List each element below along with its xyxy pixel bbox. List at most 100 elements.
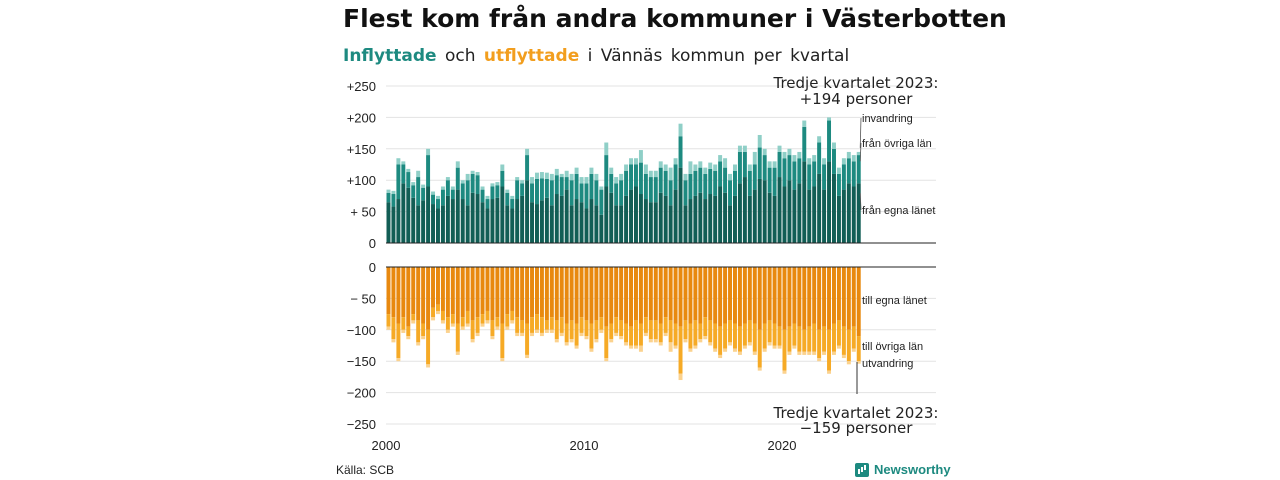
bar-out-egna xyxy=(569,267,574,321)
bar-out-utland xyxy=(807,351,812,355)
bar-out-utland xyxy=(718,354,723,359)
bar-out-ovriga xyxy=(742,323,747,346)
bar-in-ovriga xyxy=(559,177,564,196)
bar-in-egna xyxy=(648,202,653,243)
bar-in-utland xyxy=(624,164,629,171)
bar-in-ovriga xyxy=(728,180,733,206)
bar-out-ovriga xyxy=(455,323,460,352)
bar-in-egna xyxy=(614,205,619,243)
bar-out-egna xyxy=(500,267,505,324)
bar-in-egna xyxy=(802,161,807,243)
bar-out-egna xyxy=(505,267,510,315)
bar-out-ovriga xyxy=(431,307,436,318)
bar-in-egna xyxy=(460,199,465,243)
bar-in-egna xyxy=(822,189,827,243)
bar-in-egna xyxy=(812,186,817,243)
bar-out-ovriga xyxy=(579,317,584,333)
bar-in-ovriga xyxy=(718,161,723,187)
bar-out-utland xyxy=(485,320,490,324)
bar-out-egna xyxy=(629,267,634,327)
bar-out-ovriga xyxy=(495,317,500,327)
bar-in-egna xyxy=(431,204,436,243)
bar-out-egna xyxy=(693,267,698,321)
bar-in-ovriga xyxy=(757,147,762,179)
bar-in-egna xyxy=(386,202,391,243)
bar-in-ovriga xyxy=(485,199,490,209)
bar-out-utland xyxy=(762,348,767,352)
bar-out-egna xyxy=(396,267,401,324)
bar-out-egna xyxy=(416,267,421,321)
bar-in-ovriga xyxy=(386,192,391,203)
bar-out-ovriga xyxy=(515,317,520,333)
label-leader xyxy=(859,142,862,162)
bar-out-utland xyxy=(673,345,678,349)
bar-in-egna xyxy=(663,195,668,243)
y-tick-label: +250 xyxy=(347,79,376,94)
bar-out-ovriga xyxy=(520,320,525,333)
bar-in-utland xyxy=(505,189,510,193)
bar-out-ovriga xyxy=(772,323,777,346)
bar-out-ovriga xyxy=(737,326,742,352)
x-tick-label: 2000 xyxy=(372,438,401,453)
bar-in-utland xyxy=(431,191,436,195)
bar-in-ovriga xyxy=(693,170,698,196)
bar-in-ovriga xyxy=(648,177,653,203)
bar-in-utland xyxy=(678,123,683,137)
bar-out-ovriga xyxy=(510,310,515,321)
bar-in-utland xyxy=(703,167,708,174)
bar-in-egna xyxy=(832,173,836,243)
bar-in-utland xyxy=(549,173,554,181)
bar-out-ovriga xyxy=(599,317,604,330)
bar-out-utland xyxy=(421,336,426,340)
bar-in-utland xyxy=(638,150,643,163)
bar-in-utland xyxy=(450,186,455,190)
y-tick-label: −150 xyxy=(347,354,376,369)
x-tick-label: 2010 xyxy=(570,438,599,453)
bar-out-utland xyxy=(520,332,525,337)
bar-in-egna xyxy=(421,200,426,243)
bar-out-egna xyxy=(594,267,599,321)
bar-in-egna xyxy=(673,189,678,243)
bar-in-ovriga xyxy=(614,183,619,206)
bar-out-ovriga xyxy=(688,323,693,349)
label-leader xyxy=(859,193,862,211)
bar-out-egna xyxy=(643,267,648,318)
bar-in-ovriga xyxy=(475,175,480,195)
bar-in-utland xyxy=(782,151,787,159)
bar-in-egna xyxy=(851,186,856,243)
bar-in-utland xyxy=(599,186,604,190)
bar-in-egna xyxy=(638,194,643,243)
bar-out-ovriga xyxy=(475,317,480,333)
bar-in-egna xyxy=(416,205,421,243)
bar-out-utland xyxy=(648,339,653,343)
bar-in-egna xyxy=(604,186,609,243)
bar-in-egna xyxy=(762,180,767,243)
bar-in-ovriga xyxy=(703,173,708,200)
bar-out-utland xyxy=(549,329,554,333)
bar-out-ovriga xyxy=(658,323,663,343)
bar-out-ovriga xyxy=(752,323,757,352)
bar-in-ovriga xyxy=(733,170,737,196)
bar-out-egna xyxy=(688,267,693,324)
bar-out-egna xyxy=(777,267,782,327)
bar-out-utland xyxy=(609,339,614,343)
bar-out-ovriga xyxy=(643,317,648,333)
bar-out-utland xyxy=(411,320,416,324)
bar-out-utland xyxy=(733,348,737,352)
bar-in-utland xyxy=(683,173,688,181)
series-label: från övriga län xyxy=(862,138,932,150)
chart-title: Flest kom från andra kommuner i Västerbo… xyxy=(343,4,1007,33)
bar-out-utland xyxy=(767,342,772,346)
bar-in-ovriga xyxy=(480,189,485,203)
subtitle-utflyttade: utflyttade xyxy=(483,46,580,66)
bar-out-ovriga xyxy=(648,320,653,340)
bar-in-utland xyxy=(396,158,401,165)
bar-out-utland xyxy=(792,345,797,349)
bar-in-utland xyxy=(713,164,718,171)
bar-in-utland xyxy=(609,167,614,174)
bar-in-egna xyxy=(495,197,500,243)
bar-out-egna xyxy=(713,267,718,324)
bar-in-egna xyxy=(733,195,737,243)
bar-in-ovriga xyxy=(822,164,827,190)
bar-in-egna xyxy=(658,192,663,243)
